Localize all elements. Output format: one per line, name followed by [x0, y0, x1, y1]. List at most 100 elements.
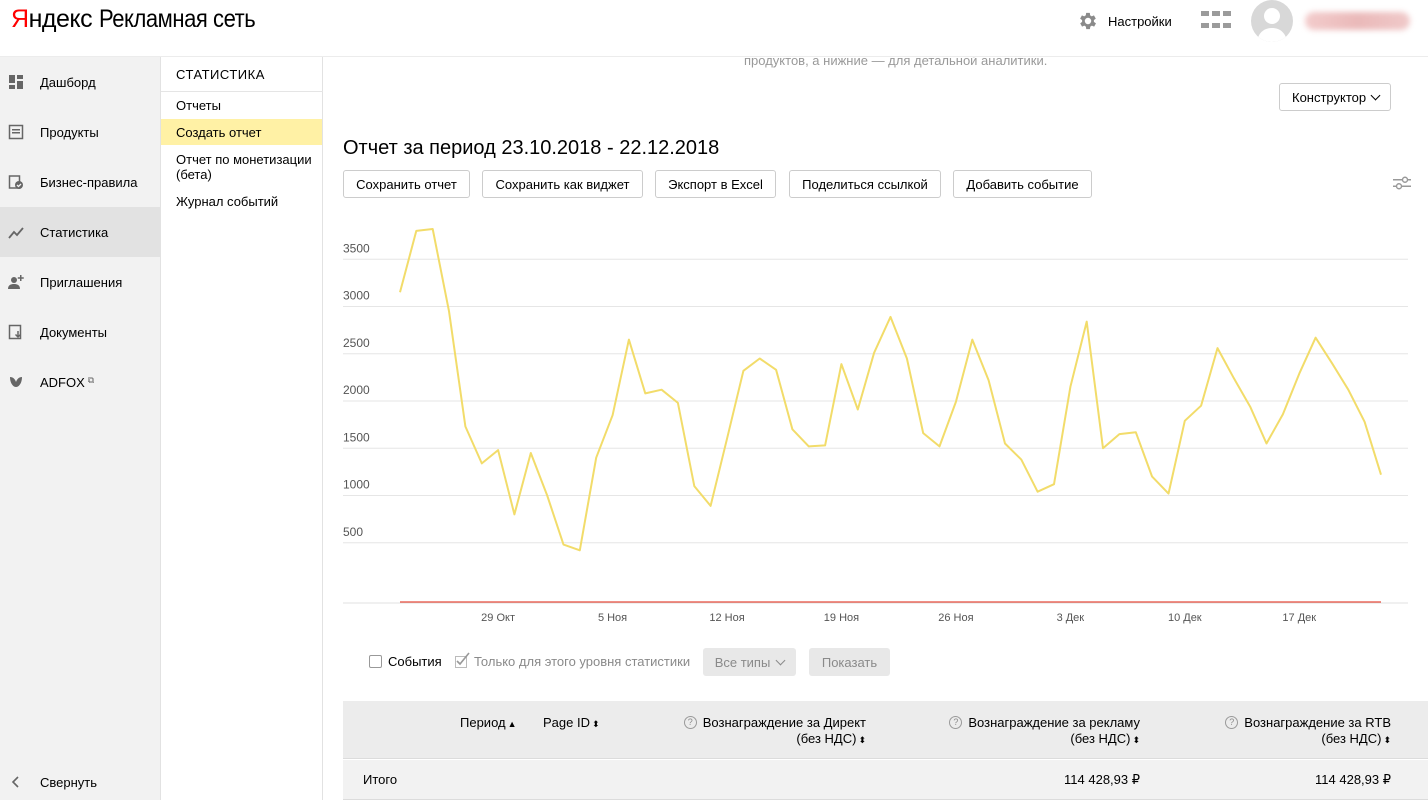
submenu-item-reports[interactable]: Отчеты — [176, 98, 221, 113]
logo-brand-rest: ндекс — [28, 5, 93, 33]
sidebar-collapse[interactable]: Свернуть — [0, 757, 161, 800]
y-tick-label: 500 — [343, 525, 363, 539]
x-tick-label: 12 Ноя — [709, 612, 744, 624]
collapse-label: Свернуть — [40, 774, 98, 790]
logo-product: Рекламная сеть — [99, 5, 256, 33]
show-button[interactable]: Показать — [809, 648, 890, 676]
gear-icon — [1080, 12, 1096, 30]
sort-icon: ⬍ — [591, 719, 600, 729]
all-types-label: Все типы — [714, 654, 771, 670]
sidebar-item-label: Приглашения — [40, 274, 123, 290]
x-tick-label: 10 Дек — [1168, 612, 1202, 624]
submenu-title: СТАТИСТИКА — [176, 67, 265, 82]
column-header-ads-reward[interactable]: ? Вознаграждение за рекламу (без НДС) ⬍ — [949, 715, 1140, 748]
top-header: Яндекс Рекламная сеть Настройки — [0, 0, 1428, 57]
logo-brand-first: Я — [11, 5, 29, 33]
x-tick-label: 3 Дек — [1057, 612, 1085, 624]
y-tick-label: 3000 — [343, 289, 370, 303]
main-content: продуктов, а нижние — для детальной анал… — [323, 57, 1428, 800]
y-tick-label: 2500 — [343, 336, 370, 350]
save-widget-button[interactable]: Сохранить как виджет — [482, 170, 643, 198]
chevron-down-icon — [1370, 90, 1381, 100]
page-title: Отчет за период 23.10.2018 - 22.12.2018 — [343, 137, 720, 159]
sort-icon: ⬍ — [858, 735, 866, 745]
column-header-direct-reward[interactable]: ? Вознаграждение за Директ (без НДС) ⬍ — [683, 715, 866, 748]
table-header: Период ▲ Page ID ⬍ ? Вознаграждение за Дире… — [343, 701, 1428, 759]
sidebar-item-adfox[interactable]: ADFOX ⧉ — [0, 357, 161, 407]
events-checkbox[interactable] — [369, 655, 382, 668]
total-rtb-value: 114 428,93 ₽ — [1315, 772, 1391, 787]
y-tick-label: 1000 — [343, 478, 370, 492]
submenu: СТАТИСТИКА Отчеты Создать отчет Отчет по… — [161, 57, 323, 800]
sort-icon: ⬍ — [1132, 735, 1140, 745]
column-header-period[interactable]: Период ▲ — [460, 715, 517, 730]
only-level-label: Только для этого уровня статистики — [474, 654, 691, 669]
statistics-icon — [8, 227, 24, 239]
description-text: продуктов, а нижние — для детальной анал… — [744, 57, 1048, 68]
y-tick-label: 2000 — [343, 383, 370, 397]
all-types-dropdown[interactable]: Все типы — [703, 648, 796, 676]
sidebar-item-label: Документы — [40, 324, 108, 340]
x-tick-label: 17 Дек — [1282, 612, 1316, 624]
external-link-icon: ⧉ — [87, 374, 95, 385]
sidebar-item-label: Продукты — [40, 124, 99, 140]
series-line-1 — [399, 228, 1382, 552]
sliders-icon[interactable] — [1393, 175, 1411, 191]
add-user-icon — [8, 275, 24, 289]
chevron-down-icon — [775, 655, 786, 665]
sidebar-item-label: Статистика — [40, 224, 109, 240]
settings-link[interactable]: Настройки — [1077, 10, 1172, 32]
x-tick-label: 5 Ноя — [598, 612, 627, 624]
x-tick-label: 19 Ноя — [824, 612, 859, 624]
help-icon[interactable]: ? — [949, 716, 963, 729]
username-blurred[interactable] — [1305, 12, 1410, 30]
table-total-row: Итого 114 428,93 ₽ 114 428,93 ₽ — [343, 760, 1428, 800]
add-event-button[interactable]: Добавить событие — [953, 170, 1092, 198]
dashboard-icon — [9, 75, 23, 89]
divider — [161, 91, 323, 92]
sidebar-item-dashboard[interactable]: Дашборд — [0, 57, 161, 107]
x-tick-label: 29 Окт — [481, 612, 515, 624]
sidebar-item-label: ADFOX ⧉ — [40, 374, 95, 390]
events-filter-bar: События Только для этого уровня статисти… — [323, 648, 1428, 676]
sidebar-item-business-rules[interactable]: Бизнес-правила — [0, 157, 161, 207]
help-icon[interactable]: ? — [1225, 716, 1239, 729]
sidebar: Дашборд Продукты Бизнес-правила Статисти… — [0, 57, 161, 800]
adfox-icon — [10, 377, 22, 387]
total-ads-value: 114 428,93 ₽ — [1064, 772, 1140, 787]
sidebar-item-label: Дашборд — [40, 74, 96, 90]
share-link-button[interactable]: Поделиться ссылкой — [789, 170, 941, 198]
column-header-page-id[interactable]: Page ID ⬍ — [543, 715, 600, 730]
column-header-rtb-reward[interactable]: ? Вознаграждение за RTB (без НДС) ⬍ — [1225, 715, 1391, 748]
logo[interactable]: Яндекс Рекламная сеть — [11, 5, 277, 34]
chevron-left-icon — [11, 776, 19, 788]
help-icon[interactable]: ? — [683, 716, 697, 729]
only-level-checkbox[interactable] — [455, 652, 471, 668]
total-label: Итого — [363, 772, 398, 787]
sidebar-item-documents[interactable]: Документы — [0, 307, 161, 357]
documents-icon — [8, 324, 22, 340]
y-tick-label: 1500 — [343, 430, 370, 444]
x-tick-label: 26 Ноя — [938, 612, 973, 624]
user-silhouette-icon — [1257, 8, 1287, 42]
submenu-item-create-report[interactable]: Создать отчет — [161, 119, 322, 145]
sidebar-item-invitations[interactable]: Приглашения — [0, 257, 161, 307]
sort-icon: ⬍ — [1383, 735, 1391, 745]
constructor-dropdown[interactable]: Конструктор — [1279, 83, 1391, 111]
save-report-button[interactable]: Сохранить отчет — [343, 170, 470, 198]
products-icon — [8, 124, 24, 140]
sidebar-item-label: Бизнес-правила — [40, 174, 138, 190]
submenu-item-event-log[interactable]: Журнал событий — [176, 194, 279, 209]
submenu-item-monetization-report[interactable]: Отчет по монетизации (бета) — [176, 152, 312, 182]
export-excel-button[interactable]: Экспорт в Excel — [655, 170, 776, 198]
avatar[interactable] — [1251, 0, 1293, 42]
apps-grid-icon[interactable] — [1201, 11, 1231, 31]
sort-asc-icon: ▲ — [507, 719, 517, 729]
business-rules-icon — [8, 175, 23, 189]
sidebar-item-statistics[interactable]: Статистика — [0, 207, 161, 257]
events-label: События — [388, 654, 442, 669]
sidebar-item-products[interactable]: Продукты — [0, 107, 161, 157]
constructor-label: Конструктор — [1292, 89, 1367, 105]
y-tick-label: 3500 — [343, 241, 370, 255]
